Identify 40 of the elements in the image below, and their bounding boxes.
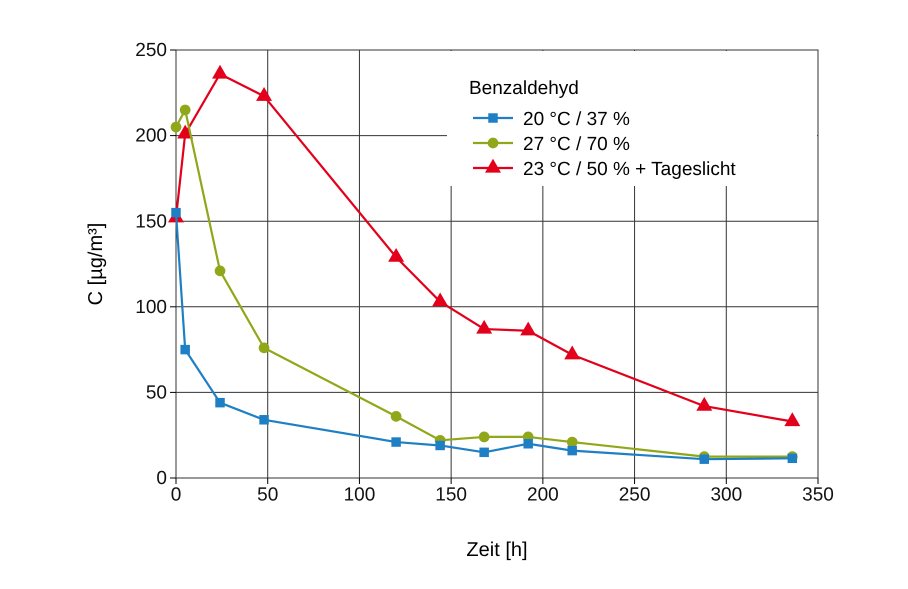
point (479, 448, 489, 458)
point (390, 411, 402, 422)
point (256, 87, 272, 101)
point (478, 432, 490, 442)
y-tick-label: 200 (135, 126, 167, 147)
point (214, 266, 226, 276)
point (177, 124, 194, 138)
point (171, 208, 181, 218)
point (258, 342, 270, 354)
y-tick-label: 50 (146, 382, 167, 404)
point (388, 248, 404, 262)
x-tick-label: 300 (710, 484, 742, 506)
legend-title: Benzaldehyd (469, 78, 579, 99)
point (788, 454, 798, 464)
legend-label: 27 °C / 70 % (523, 134, 630, 155)
x-tick-label: 0 (170, 484, 182, 506)
point (523, 439, 533, 449)
y-tick-label: 100 (135, 296, 167, 318)
x-tick-label: 50 (257, 484, 278, 506)
point (180, 344, 190, 354)
y-tick-label: 150 (135, 211, 167, 232)
x-axis-title: Zeit [h] (466, 539, 528, 561)
point (212, 64, 228, 79)
point (391, 437, 401, 447)
point (259, 415, 269, 425)
x-tick-label: 150 (435, 484, 467, 506)
y-tick-label: 0 (156, 468, 167, 490)
point (435, 440, 445, 450)
point (700, 454, 710, 464)
x-tick-label: 200 (527, 484, 559, 506)
x-tick-label: 100 (344, 484, 376, 506)
y-tick-label: 250 (135, 40, 167, 62)
point (566, 436, 578, 448)
point (567, 446, 577, 456)
y-axis-title: C [µg/m³] (85, 222, 107, 306)
x-tick-label: 250 (618, 484, 650, 506)
x-tick-label: 350 (802, 484, 834, 506)
legend-label: 23 °C / 50 % + Tageslicht (523, 159, 736, 180)
legend-label: 20 °C / 37 % (523, 109, 630, 130)
point (215, 398, 225, 408)
